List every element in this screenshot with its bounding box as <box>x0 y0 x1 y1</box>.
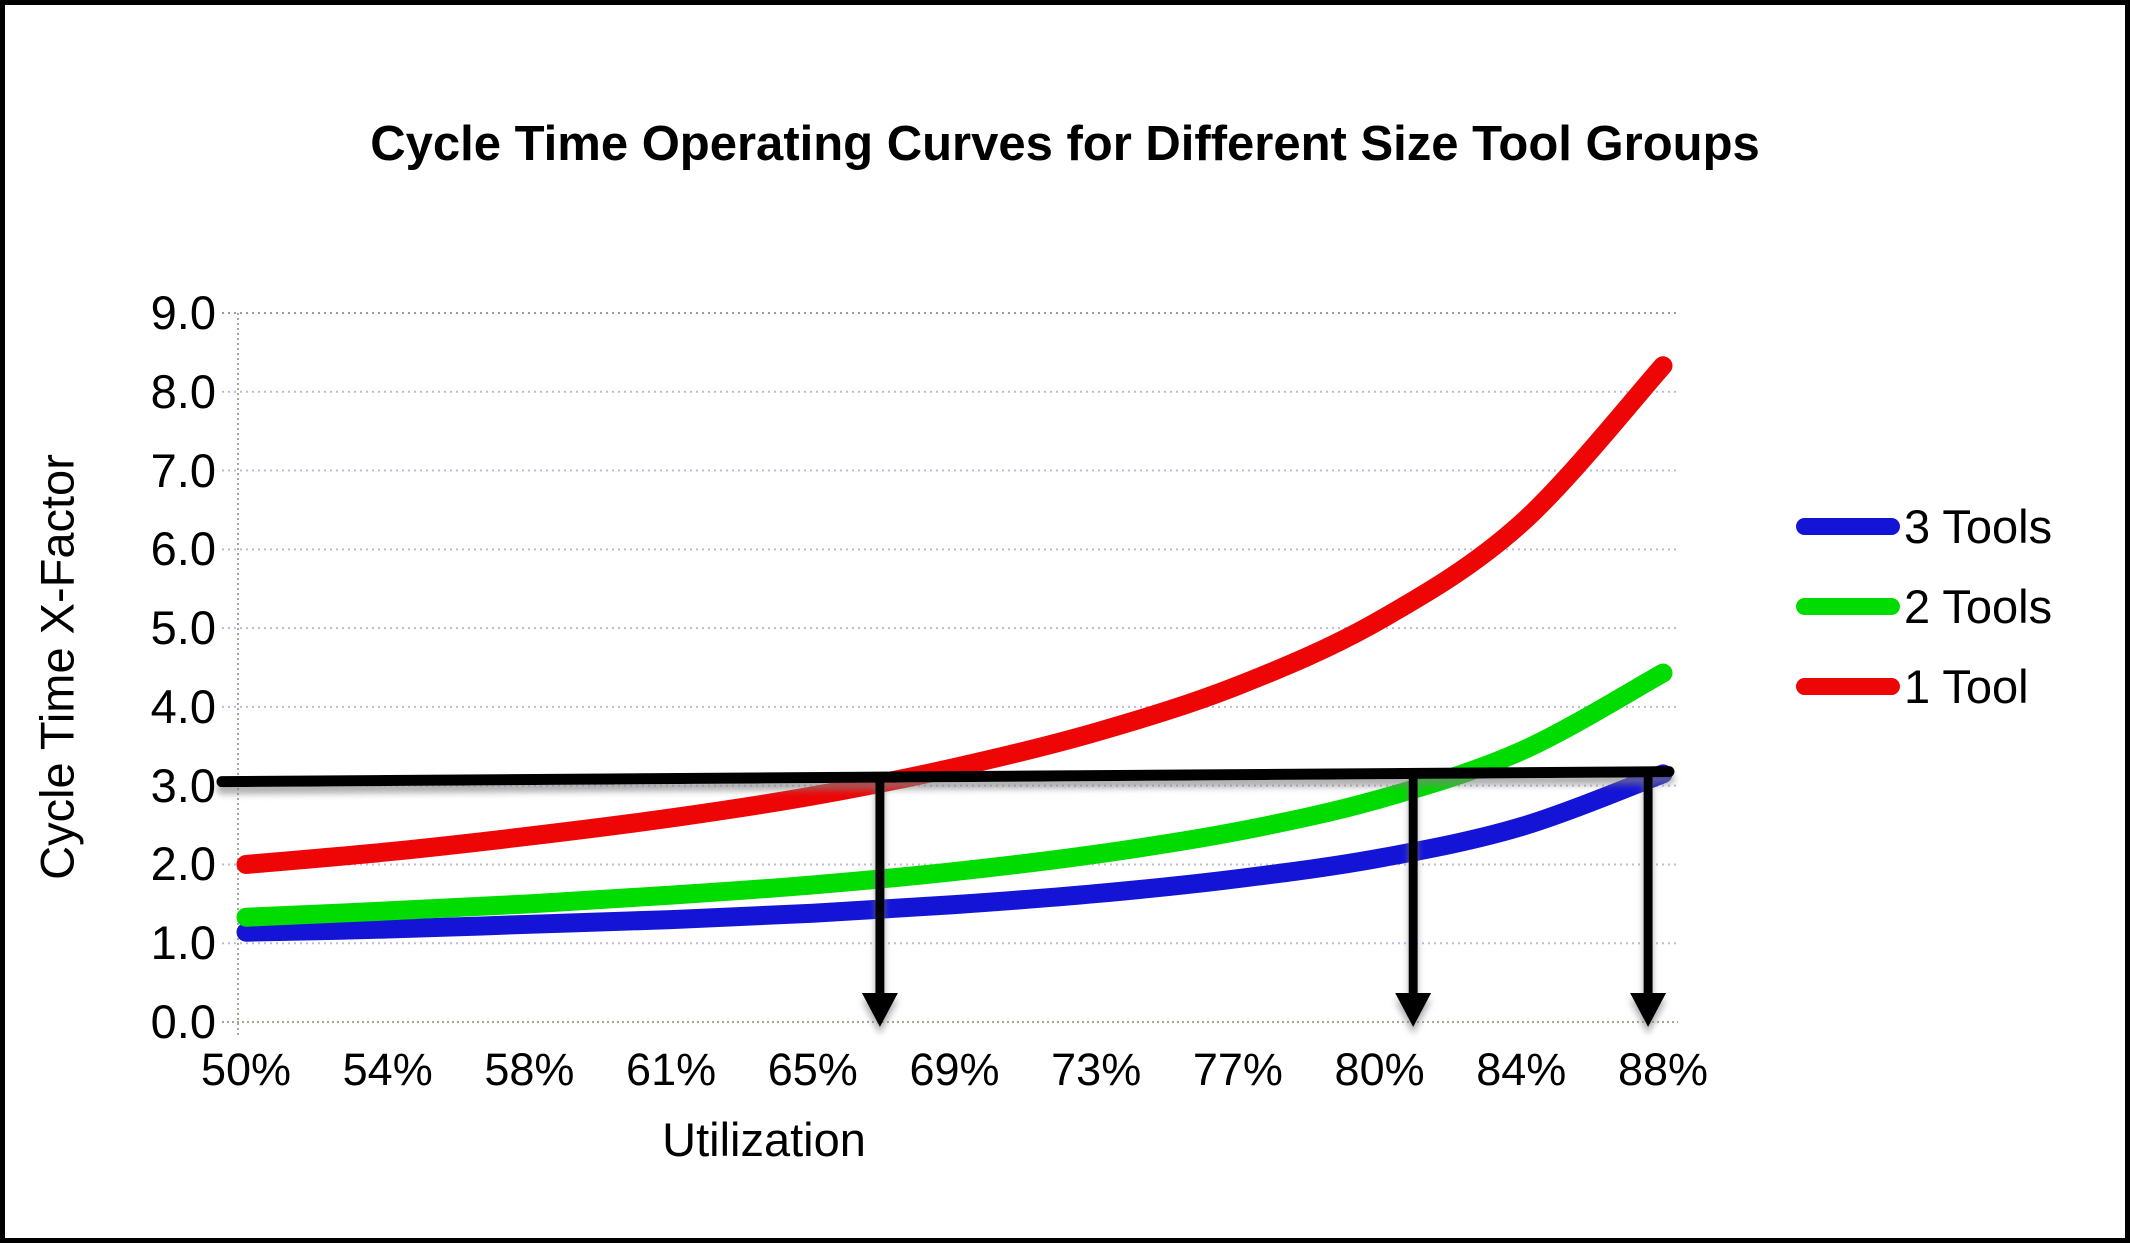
y-tick-label: 7.0 <box>150 443 216 497</box>
x-tick-label: 61% <box>626 1044 717 1095</box>
x-tick-label: 80% <box>1334 1044 1425 1095</box>
drop-arrow-head-icon <box>1395 993 1432 1027</box>
legend: 3 Tools 2 Tools 1 Tool <box>1796 486 2052 726</box>
y-tick-label: 1.0 <box>150 916 216 970</box>
series-line-1-tool <box>236 356 1673 874</box>
x-tick-label: 58% <box>484 1044 575 1095</box>
annotations <box>216 766 1675 1027</box>
y-tick-label: 5.0 <box>150 601 216 655</box>
y-tick-label: 3.0 <box>150 758 216 812</box>
y-tick-label: 9.0 <box>150 286 216 339</box>
reference-line-xfactor-3 <box>216 766 1675 788</box>
x-tick-label: 73% <box>1051 1044 1142 1095</box>
y-tick-label: 0.0 <box>150 995 216 1048</box>
y-tick-label: 2.0 <box>150 837 216 891</box>
x-tick-label: 50% <box>200 1044 292 1095</box>
x-tick-label: 65% <box>767 1044 858 1095</box>
legend-item: 2 Tools <box>1796 566 2052 646</box>
y-tick-label: 8.0 <box>150 364 216 418</box>
legend-line-sample-green-icon <box>1796 597 1900 615</box>
drop-arrow-head-icon <box>1630 993 1667 1027</box>
legend-label: 3 Tools <box>1904 499 2053 553</box>
drop-arrow-head-icon <box>861 993 898 1027</box>
x-tick-label: 88% <box>1617 1044 1709 1095</box>
y-tick-label: 6.0 <box>150 522 216 576</box>
legend-item: 1 Tool <box>1796 646 2052 726</box>
legend-line-sample-blue-icon <box>1796 517 1900 535</box>
chart-title: Cycle Time Operating Curves for Differen… <box>370 117 1760 171</box>
legend-item: 3 Tools <box>1796 486 2052 566</box>
legend-line-sample-red-icon <box>1796 677 1900 695</box>
y-tick-label: 4.0 <box>150 679 216 733</box>
series-line-2-tools <box>236 663 1673 927</box>
y-axis-title: Cycle Time X-Factor <box>30 454 84 880</box>
x-tick-label: 84% <box>1476 1044 1567 1095</box>
series-line-3-tools <box>236 764 1673 942</box>
legend-label: 1 Tool <box>1904 659 2029 713</box>
x-tick-label: 77% <box>1192 1044 1283 1095</box>
legend-label: 2 Tools <box>1904 579 2053 633</box>
x-tick-label: 54% <box>342 1044 433 1095</box>
x-tick-label: 69% <box>909 1044 1000 1095</box>
x-axis-title: Utilization <box>662 1113 866 1166</box>
